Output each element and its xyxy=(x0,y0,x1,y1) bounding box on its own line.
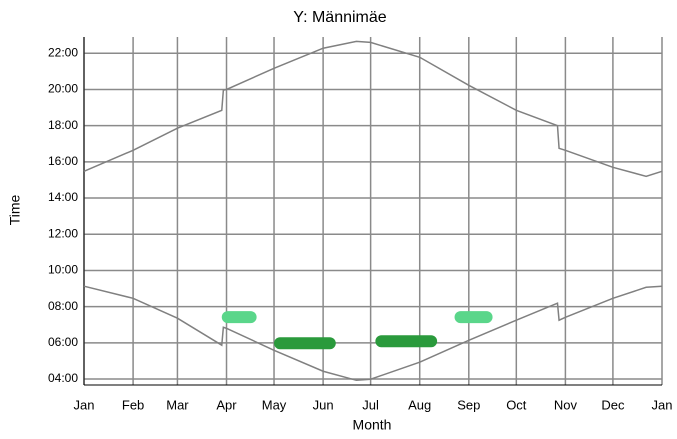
x-tick-label: Jan xyxy=(652,397,673,412)
x-tick-label: Aug xyxy=(408,397,431,412)
y-axis-label: Time xyxy=(7,194,23,225)
y-tick-label: 18:00 xyxy=(48,118,78,132)
y-tick-label: 14:00 xyxy=(48,190,78,204)
y-tick-label: 20:00 xyxy=(48,82,78,96)
x-tick-label: Mar xyxy=(166,397,189,412)
y-tick-label: 08:00 xyxy=(48,299,78,313)
series-line xyxy=(83,285,663,382)
series-line xyxy=(83,40,663,178)
x-tick-label: Sep xyxy=(457,397,480,412)
x-tick-label: Apr xyxy=(216,397,237,412)
chart-title: Y: Männimäe xyxy=(293,9,386,26)
x-tick-label: Nov xyxy=(554,397,578,412)
x-tick-label: Dec xyxy=(601,397,625,412)
y-tick-label: 06:00 xyxy=(48,335,78,349)
x-tick-label: Feb xyxy=(122,397,144,412)
x-tick-label: Jan xyxy=(74,397,95,412)
y-tick-label: 16:00 xyxy=(48,154,78,168)
x-axis-label: Month xyxy=(353,417,392,433)
y-tick-label: 04:00 xyxy=(48,371,78,385)
x-tick-label: Oct xyxy=(506,397,527,412)
highlight xyxy=(274,337,336,350)
x-tick-label: Jul xyxy=(362,397,379,412)
y-tick-label: 22:00 xyxy=(48,45,78,59)
y-tick-label: 12:00 xyxy=(48,226,78,240)
highlight xyxy=(375,335,438,348)
highlight xyxy=(221,311,257,324)
x-tick-label: Jun xyxy=(313,397,334,412)
highlight xyxy=(454,311,493,324)
x-tick-label: May xyxy=(262,397,287,412)
y-tick-label: 10:00 xyxy=(48,263,78,277)
